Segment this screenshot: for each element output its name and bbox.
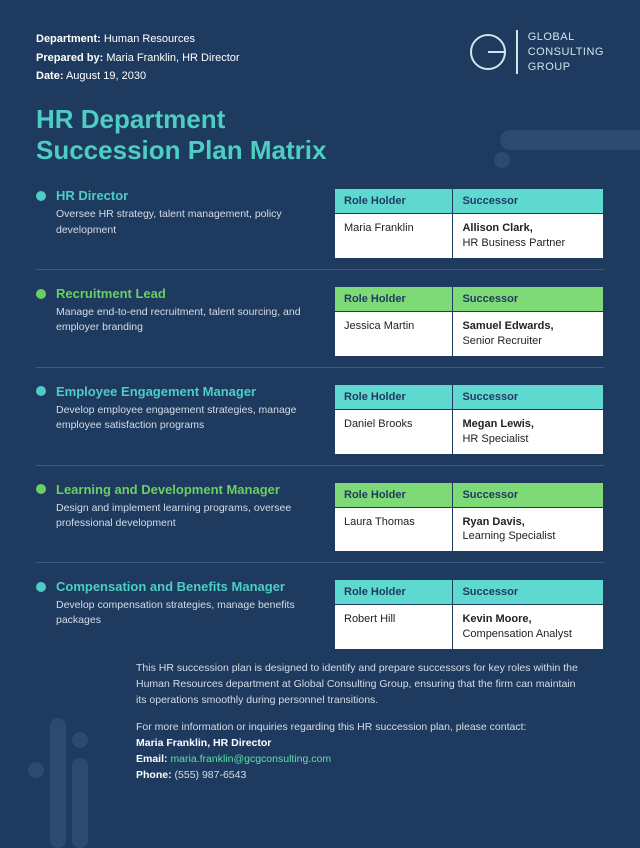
bullet-icon (36, 582, 46, 592)
successor-title: Senior Recruiter (462, 335, 541, 347)
successor-title: HR Business Partner (462, 237, 565, 249)
document-meta: Department: Human Resources Prepared by:… (36, 30, 240, 86)
role-row: Employee Engagement Manager Develop empl… (36, 384, 604, 455)
company-logo: GLOBAL CONSULTING GROUP (470, 30, 604, 75)
contact-name: Maria Franklin, HR Director (136, 737, 271, 749)
role-holder-cell: Daniel Brooks (335, 410, 452, 454)
successor-name: Samuel Edwards, (462, 320, 553, 332)
role-title: Learning and Development Manager (56, 482, 280, 497)
phone-label: Phone: (136, 769, 172, 781)
role-title: Compensation and Benefits Manager (56, 579, 285, 594)
department-label: Department: (36, 33, 101, 45)
role-row: Recruitment Lead Manage end-to-end recru… (36, 286, 604, 357)
role-holder-cell: Laura Thomas (335, 508, 452, 552)
logo-text: GLOBAL CONSULTING GROUP (528, 30, 604, 75)
role-table: Role Holder Successor Laura Thomas Ryan … (334, 482, 604, 553)
logo-divider (516, 30, 518, 74)
role-description: Design and implement learning programs, … (56, 501, 310, 531)
col-header-successor: Successor (453, 483, 603, 507)
col-header-holder: Role Holder (335, 580, 452, 604)
divider (36, 269, 604, 270)
email-value: maria.franklin@gcgconsulting.com (170, 753, 331, 765)
role-info: Recruitment Lead Manage end-to-end recru… (36, 286, 316, 357)
logo-mark-icon (470, 34, 506, 70)
col-header-holder: Role Holder (335, 287, 452, 311)
col-header-successor: Successor (453, 580, 603, 604)
footer-more-info: For more information or inquiries regard… (136, 719, 584, 735)
footer-block: This HR succession plan is designed to i… (136, 660, 584, 784)
successor-cell: Megan Lewis, HR Specialist (453, 410, 603, 454)
page-title: HR Department Succession Plan Matrix (36, 104, 604, 166)
bullet-icon (36, 289, 46, 299)
role-description: Develop employee engagement strategies, … (56, 403, 310, 433)
bullet-icon (36, 191, 46, 201)
successor-title: Compensation Analyst (462, 628, 571, 640)
successor-name: Megan Lewis, (462, 418, 534, 430)
role-info: Learning and Development Manager Design … (36, 482, 316, 553)
role-row: HR Director Oversee HR strategy, talent … (36, 188, 604, 259)
phone-value: (555) 987-6543 (175, 769, 247, 781)
department-value: Human Resources (104, 33, 195, 45)
role-info: Compensation and Benefits Manager Develo… (36, 579, 316, 650)
col-header-holder: Role Holder (335, 189, 452, 213)
role-table: Role Holder Successor Robert Hill Kevin … (334, 579, 604, 650)
logo-line: CONSULTING (528, 45, 604, 60)
role-row: Compensation and Benefits Manager Develo… (36, 579, 604, 650)
divider (36, 465, 604, 466)
divider (36, 562, 604, 563)
role-description: Oversee HR strategy, talent management, … (56, 207, 310, 237)
role-row: Learning and Development Manager Design … (36, 482, 604, 553)
footer-paragraph: This HR succession plan is designed to i… (136, 660, 584, 709)
col-header-successor: Successor (453, 385, 603, 409)
title-line: Succession Plan Matrix (36, 135, 326, 165)
date-value: August 19, 2030 (66, 70, 146, 82)
divider (36, 367, 604, 368)
successor-cell: Allison Clark, HR Business Partner (453, 214, 603, 258)
role-title: Recruitment Lead (56, 286, 166, 301)
role-title: Employee Engagement Manager (56, 384, 256, 399)
role-holder-cell: Maria Franklin (335, 214, 452, 258)
role-info: HR Director Oversee HR strategy, talent … (36, 188, 316, 259)
bullet-icon (36, 386, 46, 396)
bullet-icon (36, 484, 46, 494)
col-header-successor: Successor (453, 287, 603, 311)
col-header-holder: Role Holder (335, 483, 452, 507)
logo-line: GLOBAL (528, 30, 604, 45)
successor-name: Allison Clark, (462, 222, 532, 234)
successor-cell: Samuel Edwards, Senior Recruiter (453, 312, 603, 356)
col-header-holder: Role Holder (335, 385, 452, 409)
role-table: Role Holder Successor Daniel Brooks Mega… (334, 384, 604, 455)
prepared-value: Maria Franklin, HR Director (106, 52, 239, 64)
role-description: Manage end-to-end recruitment, talent so… (56, 305, 310, 335)
role-table: Role Holder Successor Jessica Martin Sam… (334, 286, 604, 357)
role-table: Role Holder Successor Maria Franklin All… (334, 188, 604, 259)
role-description: Develop compensation strategies, manage … (56, 598, 310, 628)
date-label: Date: (36, 70, 64, 82)
successor-name: Ryan Davis, (462, 516, 524, 528)
title-line: HR Department (36, 104, 225, 134)
email-label: Email: (136, 753, 168, 765)
successor-title: HR Specialist (462, 433, 528, 445)
logo-line: GROUP (528, 60, 604, 75)
prepared-label: Prepared by: (36, 52, 103, 64)
role-holder-cell: Jessica Martin (335, 312, 452, 356)
successor-title: Learning Specialist (462, 530, 555, 542)
role-title: HR Director (56, 188, 128, 203)
successor-name: Kevin Moore, (462, 613, 531, 625)
role-info: Employee Engagement Manager Develop empl… (36, 384, 316, 455)
header: Department: Human Resources Prepared by:… (36, 30, 604, 86)
successor-cell: Ryan Davis, Learning Specialist (453, 508, 603, 552)
col-header-successor: Successor (453, 189, 603, 213)
successor-cell: Kevin Moore, Compensation Analyst (453, 605, 603, 649)
role-holder-cell: Robert Hill (335, 605, 452, 649)
